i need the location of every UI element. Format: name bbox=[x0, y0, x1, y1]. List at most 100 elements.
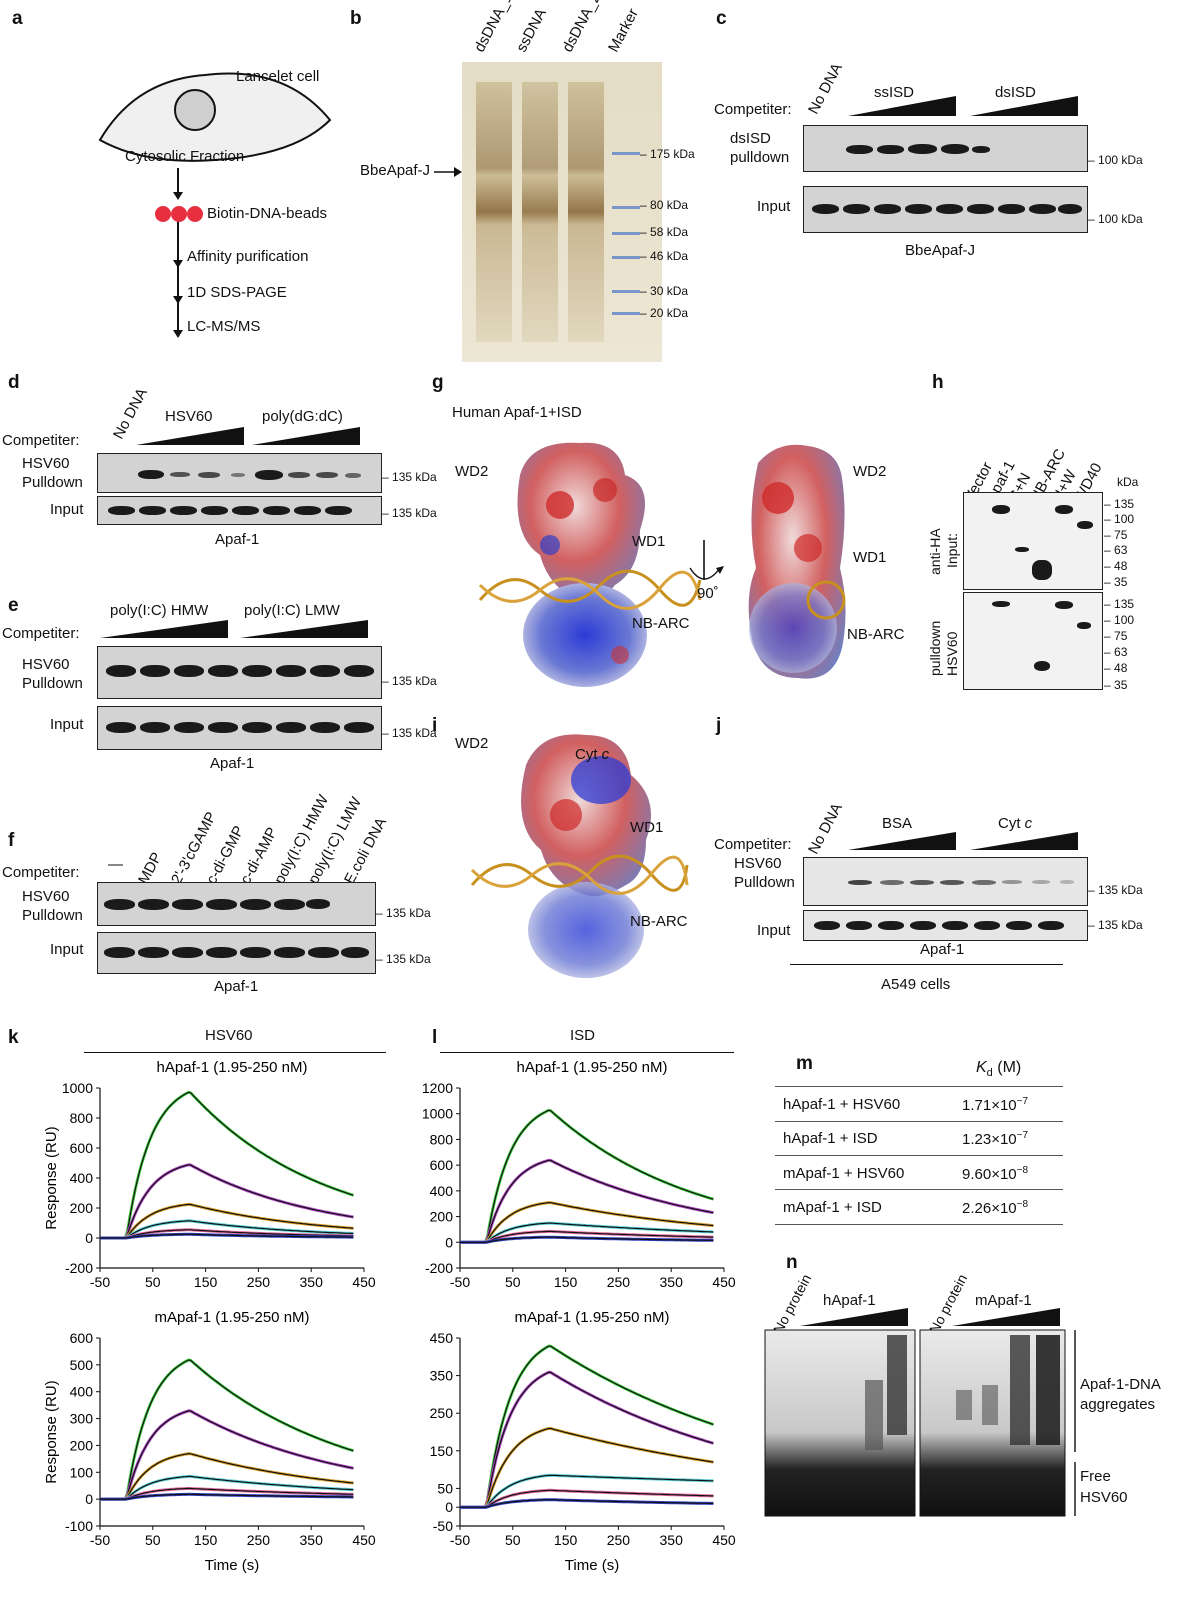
y-tick-label: -200 bbox=[425, 1260, 453, 1276]
lane-label: ssDNA bbox=[512, 5, 550, 55]
protein-label: Apaf-1 bbox=[920, 941, 965, 958]
lane-label: dsDNA_2 bbox=[558, 0, 605, 56]
marker-label: – 46 kDa bbox=[640, 249, 689, 263]
panel-label-e: e bbox=[8, 595, 19, 616]
y-axis-label: Response (RU) bbox=[43, 1380, 60, 1483]
x-tick-label: 50 bbox=[505, 1274, 521, 1290]
divider bbox=[790, 964, 1063, 965]
blot-band bbox=[308, 947, 339, 958]
wedge-icon bbox=[252, 427, 360, 445]
blot-band bbox=[998, 204, 1025, 214]
fit-line bbox=[460, 1109, 714, 1243]
spr-chart-isd-h: hApaf-1 (1.95-250 nM) -200 0 200 400 600 800 10… bbox=[422, 1059, 736, 1290]
data-series bbox=[100, 1090, 354, 1240]
blot-band bbox=[812, 204, 839, 214]
blot-band bbox=[174, 665, 204, 677]
group-label: poly(I:C) HMW bbox=[110, 602, 209, 619]
n-label: aggregates bbox=[1080, 1396, 1156, 1413]
blot-band bbox=[880, 880, 904, 885]
domain-label: NB-ARC bbox=[847, 626, 905, 643]
fit-line bbox=[100, 1220, 354, 1239]
lane-label: Marker bbox=[604, 5, 642, 55]
protein-label: hApaf-1 bbox=[823, 1292, 876, 1309]
panel-label-i: i bbox=[432, 715, 438, 736]
blot-band bbox=[172, 899, 203, 910]
y-tick-label: 450 bbox=[430, 1330, 454, 1346]
fit-line bbox=[100, 1410, 354, 1500]
x-tick-label: 50 bbox=[145, 1532, 161, 1548]
n-label: Free bbox=[1080, 1468, 1111, 1485]
blot-input bbox=[803, 186, 1088, 233]
row-label: HSV60 bbox=[22, 656, 70, 673]
x-tick-label: 50 bbox=[505, 1532, 521, 1548]
step-sdspage: 1D SDS-PAGE bbox=[187, 284, 287, 301]
step-affinity: Affinity purification bbox=[187, 248, 309, 265]
marker-label: – 175 kDa bbox=[640, 147, 695, 161]
blot-band bbox=[232, 506, 259, 515]
row-label: Pulldown bbox=[22, 474, 83, 491]
x-tick-label: 250 bbox=[247, 1532, 271, 1548]
silver-stain-gel bbox=[462, 62, 662, 362]
fit-line bbox=[100, 1164, 354, 1239]
fit-line bbox=[460, 1345, 714, 1508]
fit-line bbox=[460, 1427, 714, 1508]
kd-pair: hApaf-1 + HSV60 bbox=[783, 1096, 901, 1113]
x-tick-label: 350 bbox=[660, 1532, 684, 1548]
mw-label: – 135 kDa bbox=[382, 470, 437, 484]
blot-band bbox=[206, 899, 237, 910]
fit-line bbox=[460, 1222, 714, 1243]
x-tick-label: 150 bbox=[194, 1274, 218, 1290]
y-tick-label: 1200 bbox=[422, 1080, 453, 1096]
blot-input bbox=[97, 496, 382, 525]
cell-label: Lancelet cell bbox=[236, 68, 320, 85]
blot-band bbox=[170, 472, 190, 477]
panel-label-j: j bbox=[716, 715, 722, 736]
fit-line bbox=[460, 1236, 714, 1243]
fit-line bbox=[460, 1499, 714, 1508]
l-header: ISD bbox=[570, 1027, 596, 1044]
row-label: Input bbox=[757, 922, 791, 939]
x-tick-label: 450 bbox=[352, 1274, 376, 1290]
blot-pulldown bbox=[97, 882, 376, 926]
panel-label-k: k bbox=[8, 1027, 19, 1048]
mw-label: – 35 bbox=[1104, 575, 1128, 589]
blot-band bbox=[992, 505, 1010, 514]
blot-pulldown bbox=[963, 592, 1103, 690]
kd-pair: hApaf-1 + ISD bbox=[783, 1130, 878, 1147]
y-tick-label: 800 bbox=[70, 1110, 94, 1126]
domain-label: WD1 bbox=[632, 533, 666, 550]
blot-band bbox=[140, 665, 170, 677]
blot-band bbox=[106, 665, 136, 677]
divider bbox=[775, 1121, 1063, 1122]
group-label: poly(I:C) LMW bbox=[244, 602, 340, 619]
panel-label-f: f bbox=[8, 830, 15, 851]
blot-band bbox=[138, 947, 169, 958]
blot-band bbox=[877, 145, 904, 154]
kd-header: Kd (M) bbox=[976, 1059, 1022, 1080]
blot-band bbox=[231, 473, 245, 477]
blot-band bbox=[310, 722, 340, 733]
step-lcms: LC-MS/MS bbox=[187, 318, 261, 335]
mw-label: – 135 kDa bbox=[376, 952, 431, 966]
blot-band bbox=[874, 204, 901, 214]
dna-helix-left bbox=[478, 569, 702, 610]
chart-title: mApaf-1 (1.95-250 nM) bbox=[514, 1309, 669, 1326]
blot-band bbox=[276, 722, 306, 733]
y-tick-label: 0 bbox=[445, 1234, 453, 1250]
nucleus-icon bbox=[174, 89, 216, 131]
blot-input bbox=[963, 492, 1103, 590]
blot-band bbox=[198, 472, 220, 478]
divider bbox=[775, 1155, 1063, 1156]
fit-line bbox=[460, 1201, 714, 1243]
marker-label: – 58 kDa bbox=[640, 225, 689, 239]
blot-band bbox=[138, 470, 164, 479]
blot-band bbox=[170, 506, 197, 515]
mw-label: – 35 bbox=[1104, 678, 1128, 692]
mw-label: – 135 kDa bbox=[1088, 883, 1143, 897]
row-label: HSV60 bbox=[734, 855, 782, 872]
row-label: HSV60 bbox=[22, 455, 70, 472]
blot-input bbox=[97, 932, 376, 974]
mw-label: – 100 kDa bbox=[1088, 212, 1143, 226]
y-tick-label: 500 bbox=[70, 1357, 94, 1373]
blot-band bbox=[878, 921, 904, 930]
